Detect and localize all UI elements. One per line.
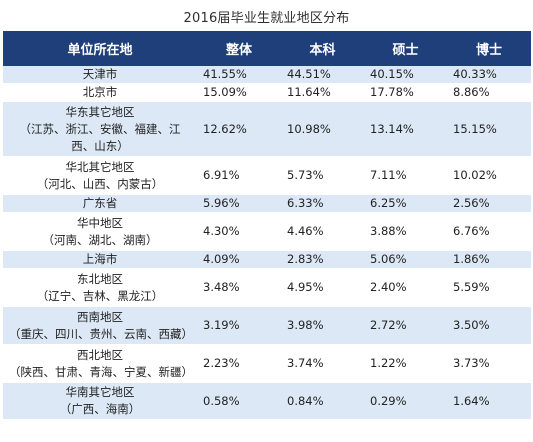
region-provinces: （河北、山西、内蒙古） [36,176,164,191]
value-cell-overall: 0.58% [197,382,281,420]
header-region: 单位所在地 [3,31,197,66]
value-cell-doctor: 1.64% [447,382,531,420]
table-body: 天津市 41.55% 44.51% 40.15% 40.33% 北京市 15.09% 11.6… [3,66,531,420]
region-name: 西南地区 [77,309,123,324]
value-cell-master: 0.29% [364,382,447,420]
value-cell-overall: 2.23% [197,344,281,383]
value-cell-master: 1.22% [364,344,447,383]
region-cell: 西南地区 （重庆、四川、贵州、云南、西藏） [3,306,197,345]
value-cell-bachelor: 4.46% [281,212,364,251]
region-provinces: （辽宁、吉林、黑龙江） [36,288,164,303]
header-overall: 整体 [197,31,281,66]
value-cell-doctor: 15.15% [447,101,531,157]
table-row: 天津市 41.55% 44.51% 40.15% 40.33% [3,66,531,84]
value-cell-overall: 4.30% [197,212,281,251]
value-cell-doctor: 10.02% [447,156,531,195]
value-cell-doctor: 5.59% [447,268,531,307]
value-cell-master: 3.88% [364,212,447,251]
value-cell-doctor: 40.33% [447,66,531,84]
value-cell-overall: 15.09% [197,83,281,102]
value-cell-master: 7.11% [364,156,447,195]
value-cell-bachelor: 3.98% [281,306,364,345]
value-cell-doctor: 2.56% [447,194,531,213]
value-cell-overall: 12.62% [197,101,281,157]
table-row: 华东其它地区 （江苏、浙江、安徽、福建、江西、山东） 12.62% 10.98% 13.… [3,101,531,157]
region-cell: 华北其它地区 （河北、山西、内蒙古） [3,156,197,195]
region-cell: 北京市 [3,83,197,102]
region-provinces: （广西、海南） [59,402,141,416]
value-cell-master: 17.78% [364,83,447,102]
value-cell-master: 5.06% [364,250,447,269]
employment-region-table: 单位所在地 整体 本科 硕士 博士 天津市 41.55% 44.51% 40.15% 4… [3,31,531,420]
value-cell-bachelor: 6.33% [281,194,364,213]
value-cell-overall: 41.55% [197,66,281,84]
header-bachelor: 本科 [281,31,364,66]
table-row: 华北其它地区 （河北、山西、内蒙古） 6.91% 5.73% 7.11% 10.02% [3,156,531,195]
table-row: 西北地区 （陕西、甘肃、青海、宁夏、新疆） 2.23% 3.74% 1.22% 3.73% [3,344,531,383]
header-doctor: 博士 [447,31,531,66]
value-cell-doctor: 6.76% [447,212,531,251]
region-name: 华南其它地区 [65,385,135,399]
region-cell: 华中地区 （河南、湖北、湖南） [3,212,197,251]
region-name: 西北地区 [77,347,123,362]
value-cell-overall: 5.96% [197,194,281,213]
region-provinces: （江苏、浙江、安徽、福建、江西、山东） [19,121,181,153]
region-name: 华北其它地区 [65,159,135,174]
region-cell: 华南其它地区 （广西、海南） [3,382,197,420]
value-cell-master: 2.72% [364,306,447,345]
value-cell-overall: 3.19% [197,306,281,345]
value-cell-doctor: 1.86% [447,250,531,269]
table-row: 北京市 15.09% 11.64% 17.78% 8.86% [3,83,531,102]
value-cell-overall: 3.48% [197,268,281,307]
region-provinces: （重庆、四川、贵州、云南、西藏） [9,326,193,341]
table-title: 2016届毕业生就业地区分布 [183,11,350,26]
region-name: 北京市 [82,85,118,99]
region-name: 华中地区 [77,215,123,230]
value-cell-bachelor: 44.51% [281,66,364,84]
header-master: 硕士 [364,31,447,66]
region-provinces: （陕西、甘肃、青海、宁夏、新疆） [9,364,193,379]
value-cell-bachelor: 4.95% [281,268,364,307]
value-cell-doctor: 3.50% [447,306,531,345]
table-row: 广东省 5.96% 6.33% 6.25% 2.56% [3,194,531,213]
region-cell: 天津市 [3,66,197,84]
value-cell-bachelor: 2.83% [281,250,364,269]
value-cell-overall: 4.09% [197,250,281,269]
region-name: 华东其它地区 [65,104,135,119]
table-row: 西南地区 （重庆、四川、贵州、云南、西藏） 3.19% 3.98% 2.72% 3.50% [3,306,531,345]
value-cell-master: 2.40% [364,268,447,307]
value-cell-master: 13.14% [364,101,447,157]
region-cell: 上海市 [3,250,197,269]
region-provinces: （河南、湖北、湖南） [42,232,158,247]
region-cell: 广东省 [3,194,197,213]
region-name: 天津市 [82,67,118,81]
value-cell-bachelor: 3.74% [281,344,364,383]
value-cell-doctor: 8.86% [447,83,531,102]
table-row: 上海市 4.09% 2.83% 5.06% 1.86% [3,250,531,269]
value-cell-doctor: 3.73% [447,344,531,383]
region-cell: 华东其它地区 （江苏、浙江、安徽、福建、江西、山东） [3,101,197,157]
table-row: 华中地区 （河南、湖北、湖南） 4.30% 4.46% 3.88% 6.76% [3,212,531,251]
value-cell-master: 40.15% [364,66,447,84]
value-cell-bachelor: 10.98% [281,101,364,157]
value-cell-bachelor: 0.84% [281,382,364,420]
region-cell: 西北地区 （陕西、甘肃、青海、宁夏、新疆） [3,344,197,383]
value-cell-overall: 6.91% [197,156,281,195]
table-row: 华南其它地区 （广西、海南） 0.58% 0.84% 0.29% 1.64% [3,382,531,420]
value-cell-bachelor: 5.73% [281,156,364,195]
value-cell-master: 6.25% [364,194,447,213]
header-row: 单位所在地 整体 本科 硕士 博士 [3,31,531,66]
region-name: 上海市 [82,252,118,266]
region-name: 东北地区 [77,271,123,286]
region-cell: 东北地区 （辽宁、吉林、黑龙江） [3,268,197,307]
region-name: 广东省 [82,196,118,210]
value-cell-bachelor: 11.64% [281,83,364,102]
table-row: 东北地区 （辽宁、吉林、黑龙江） 3.48% 4.95% 2.40% 5.59% [3,268,531,307]
